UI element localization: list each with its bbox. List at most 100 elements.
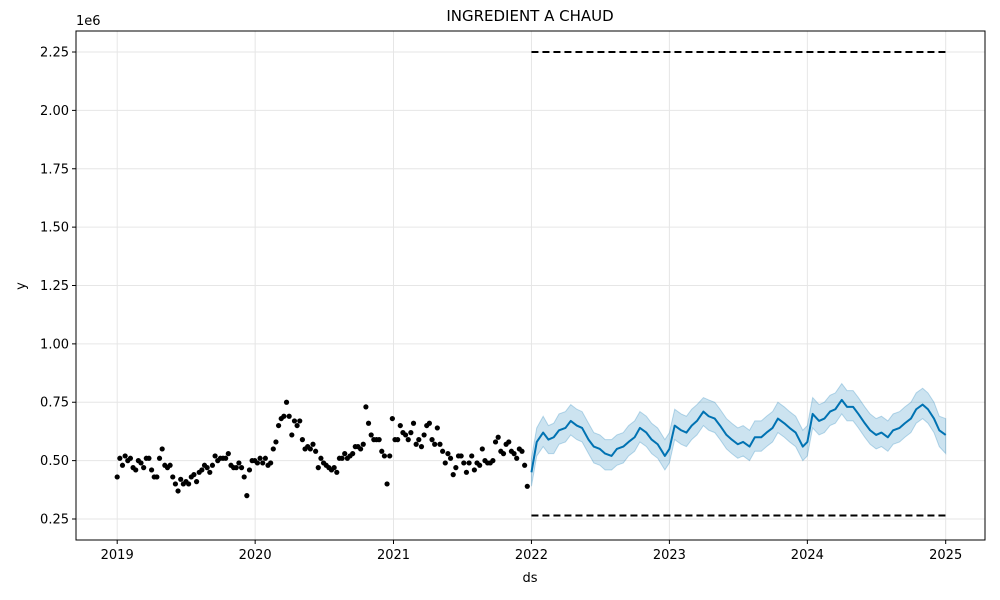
observed-point xyxy=(225,451,231,457)
observed-point xyxy=(233,465,239,471)
y-axis-title: y xyxy=(14,282,29,290)
observed-point xyxy=(172,481,178,487)
observed-point xyxy=(477,462,483,468)
observed-point xyxy=(363,404,369,410)
observed-point xyxy=(461,460,467,466)
y-tick-label: 1.00 xyxy=(40,337,69,352)
observed-point xyxy=(273,439,279,445)
observed-point xyxy=(453,465,459,471)
observed-point xyxy=(133,467,139,473)
observed-point xyxy=(291,418,298,424)
observed-point xyxy=(146,455,152,461)
observed-point xyxy=(384,481,390,487)
observed-point xyxy=(447,455,454,461)
observed-point xyxy=(127,455,134,461)
line-layer xyxy=(530,398,947,473)
observed-point xyxy=(339,455,345,461)
observed-point xyxy=(141,465,147,471)
observed-point xyxy=(495,434,501,440)
y-tick-label: 0.25 xyxy=(40,512,69,527)
x-tick-label: 2020 xyxy=(239,548,272,563)
observed-point xyxy=(223,455,229,461)
x-tick-label: 2022 xyxy=(515,548,548,563)
x-tick-label: 2025 xyxy=(929,548,962,563)
observed-point xyxy=(286,413,292,419)
observed-point xyxy=(159,446,165,452)
observed-point xyxy=(299,437,305,443)
observed-point xyxy=(379,448,385,454)
cap-layer xyxy=(531,51,946,517)
observed-point xyxy=(119,462,126,468)
observed-point xyxy=(445,451,451,457)
observed-point xyxy=(342,451,348,457)
observed-point xyxy=(122,453,128,459)
observed-point xyxy=(458,453,464,459)
observed-point xyxy=(413,441,419,447)
observed-point xyxy=(410,420,417,426)
observed-point xyxy=(315,465,321,471)
observed-point xyxy=(178,476,184,482)
observed-point xyxy=(209,462,216,468)
observed-point xyxy=(331,465,337,471)
observed-point xyxy=(207,469,213,475)
observed-point xyxy=(434,425,440,431)
x-tick-label: 2019 xyxy=(101,548,134,563)
tick-layer: 2019 2020 2021 2022 2023 2024 2025 0.25 0.50 0.75… xyxy=(40,46,962,563)
y-tick-label: 0.75 xyxy=(40,396,69,411)
observed-point xyxy=(421,432,427,438)
observed-point xyxy=(289,432,295,438)
observed-point xyxy=(368,432,374,438)
observed-point xyxy=(204,465,210,471)
observed-point xyxy=(238,465,245,471)
observed-point xyxy=(334,469,340,475)
observed-point xyxy=(170,474,176,480)
observed-point xyxy=(506,439,512,445)
observed-point xyxy=(281,413,287,419)
observed-point xyxy=(310,441,316,447)
observed-point xyxy=(360,441,366,447)
observed-point xyxy=(193,479,200,485)
y-tick-label: 0.50 xyxy=(40,454,69,469)
observed-point xyxy=(463,469,470,475)
observed-point xyxy=(397,422,403,429)
forecast-line xyxy=(530,398,947,473)
forecast-interval-band xyxy=(530,382,947,487)
y-tick-label: 1.50 xyxy=(40,221,69,236)
observed-point xyxy=(442,460,448,466)
observed-point xyxy=(524,483,530,489)
observed-point xyxy=(429,437,435,443)
observed-point xyxy=(514,455,520,461)
observed-point xyxy=(402,432,409,438)
observed-point xyxy=(244,493,250,499)
y-tick-label: 1.75 xyxy=(40,162,69,177)
observed-point xyxy=(275,422,282,429)
observed-point xyxy=(294,422,300,429)
observed-point xyxy=(318,455,324,461)
observed-point xyxy=(522,462,528,468)
observed-point xyxy=(254,460,261,466)
x-tick-label: 2021 xyxy=(377,548,410,563)
observed-point xyxy=(437,441,443,447)
observed-point xyxy=(138,460,144,466)
observed-point xyxy=(492,439,499,445)
observed-point xyxy=(471,467,477,473)
interval-layer xyxy=(530,382,947,487)
y-tick-label: 1.25 xyxy=(40,279,69,294)
observed-point xyxy=(500,451,507,457)
observed-point xyxy=(440,448,446,454)
observed-point xyxy=(490,458,496,464)
observed-point xyxy=(313,448,319,454)
observed-point xyxy=(148,467,155,473)
observed-point xyxy=(257,455,263,461)
x-tick-label: 2023 xyxy=(653,548,686,563)
observed-point xyxy=(426,420,432,426)
observed-point xyxy=(199,467,205,473)
observed-point xyxy=(479,446,485,452)
observed-point xyxy=(270,446,276,452)
observed-point xyxy=(358,446,364,452)
observed-point xyxy=(175,488,181,494)
observed-point xyxy=(246,467,253,473)
observed-point xyxy=(395,437,401,443)
observed-point xyxy=(156,455,163,461)
